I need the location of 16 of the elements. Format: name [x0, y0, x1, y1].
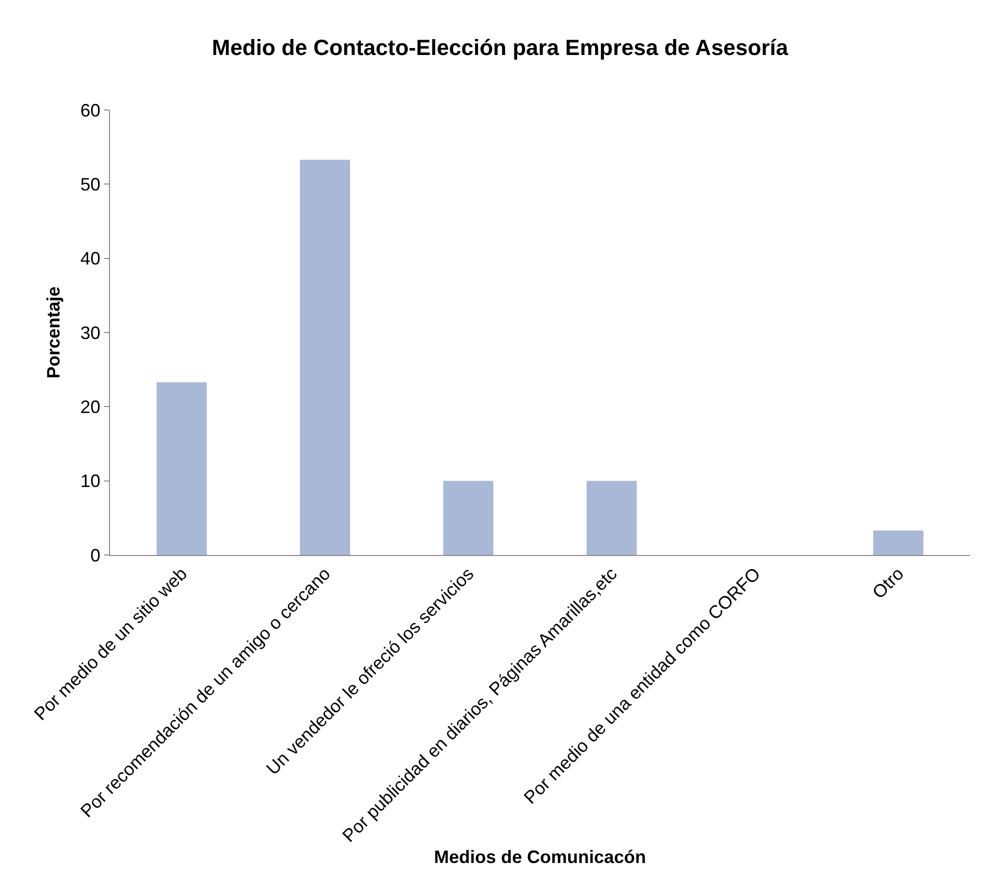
- x-tick-label: Otro: [868, 564, 908, 603]
- chart-title: Medio de Contacto-Elección para Empresa de Asesoría: [212, 34, 789, 60]
- bar: [443, 480, 494, 555]
- y-tick-label: 30: [80, 322, 100, 343]
- y-axis-title: Porcentaje: [44, 286, 64, 379]
- y-tick-label: 60: [80, 100, 100, 120]
- bar: [586, 480, 637, 555]
- y-tick-label: 40: [80, 248, 100, 269]
- y-tick-label: 20: [80, 396, 100, 417]
- y-tick-label: 10: [80, 471, 100, 492]
- x-axis-title: Medios de Comunicacón: [434, 847, 646, 868]
- y-tick-label: 0: [90, 545, 100, 566]
- bar: [873, 530, 924, 555]
- bar: [156, 382, 207, 555]
- y-tick-label: 50: [80, 174, 100, 194]
- bar: [300, 160, 350, 555]
